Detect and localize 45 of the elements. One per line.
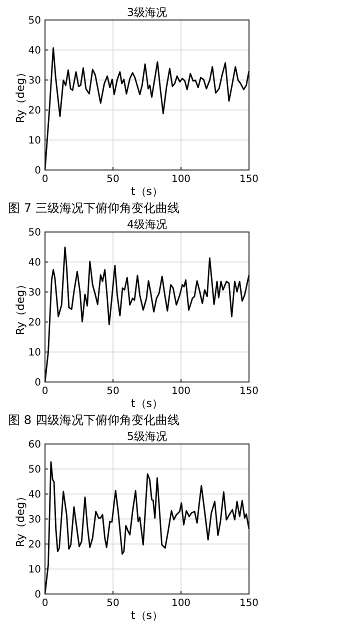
y-tick-label: 0: [34, 378, 41, 388]
y-tick-label: 10: [28, 136, 41, 146]
y-tick-label: 40: [28, 258, 41, 268]
line-series: [44, 246, 250, 383]
x-tick-label: 0: [42, 386, 48, 397]
y-tick-label: 30: [28, 514, 41, 526]
y-tick-label: 10: [28, 564, 41, 576]
x-axis-title: t（s）: [130, 185, 164, 198]
line-series: [44, 461, 250, 595]
y-tick-label: 20: [28, 540, 41, 550]
y-tick-label: 0: [34, 590, 41, 600]
x-tick-label: 50: [106, 386, 120, 397]
line-series: [44, 47, 250, 171]
y-tick-label: 50: [28, 464, 41, 476]
y-tick-label: 40: [28, 46, 41, 56]
y-tick-label: 30: [28, 76, 41, 86]
x-tick-label: 150: [239, 174, 259, 185]
x-tick-label: 100: [171, 386, 191, 397]
y-tick-label: 40: [28, 490, 41, 500]
y-axis-title: Ry（deg）: [14, 66, 27, 124]
x-axis-title: t（s）: [130, 609, 164, 622]
x-tick-label: 0: [42, 598, 48, 609]
y-axis-title: Ry（deg）: [14, 490, 27, 548]
y-axis-title: Ry（deg）: [14, 278, 27, 336]
y-tick-label: 50: [28, 16, 41, 26]
y-tick-label: 0: [34, 166, 41, 176]
y-tick-label: 60: [28, 440, 41, 450]
caption: 图 8 四级海况下俯仰角变化曲线: [8, 413, 180, 427]
caption: 图 7 三级海况下俯仰角变化曲线: [8, 201, 180, 215]
y-tick-label: 10: [28, 348, 41, 358]
y-tick-label: 30: [28, 288, 41, 298]
y-tick-label: 20: [28, 318, 41, 328]
x-tick-label: 0: [42, 174, 48, 185]
x-tick-label: 100: [171, 174, 191, 185]
x-tick-label: 50: [106, 598, 120, 609]
y-tick-label: 50: [28, 228, 41, 238]
chart-title: 3级海况: [127, 6, 167, 19]
x-tick-label: 100: [171, 598, 191, 609]
y-tick-label: 20: [28, 106, 41, 116]
x-axis-title: t（s）: [130, 397, 164, 410]
chart-title: 4级海况: [127, 218, 167, 231]
chart-title: 5级海况: [127, 430, 167, 443]
x-tick-label: 150: [239, 386, 259, 397]
x-tick-label: 150: [239, 598, 259, 609]
x-tick-label: 50: [106, 174, 120, 185]
